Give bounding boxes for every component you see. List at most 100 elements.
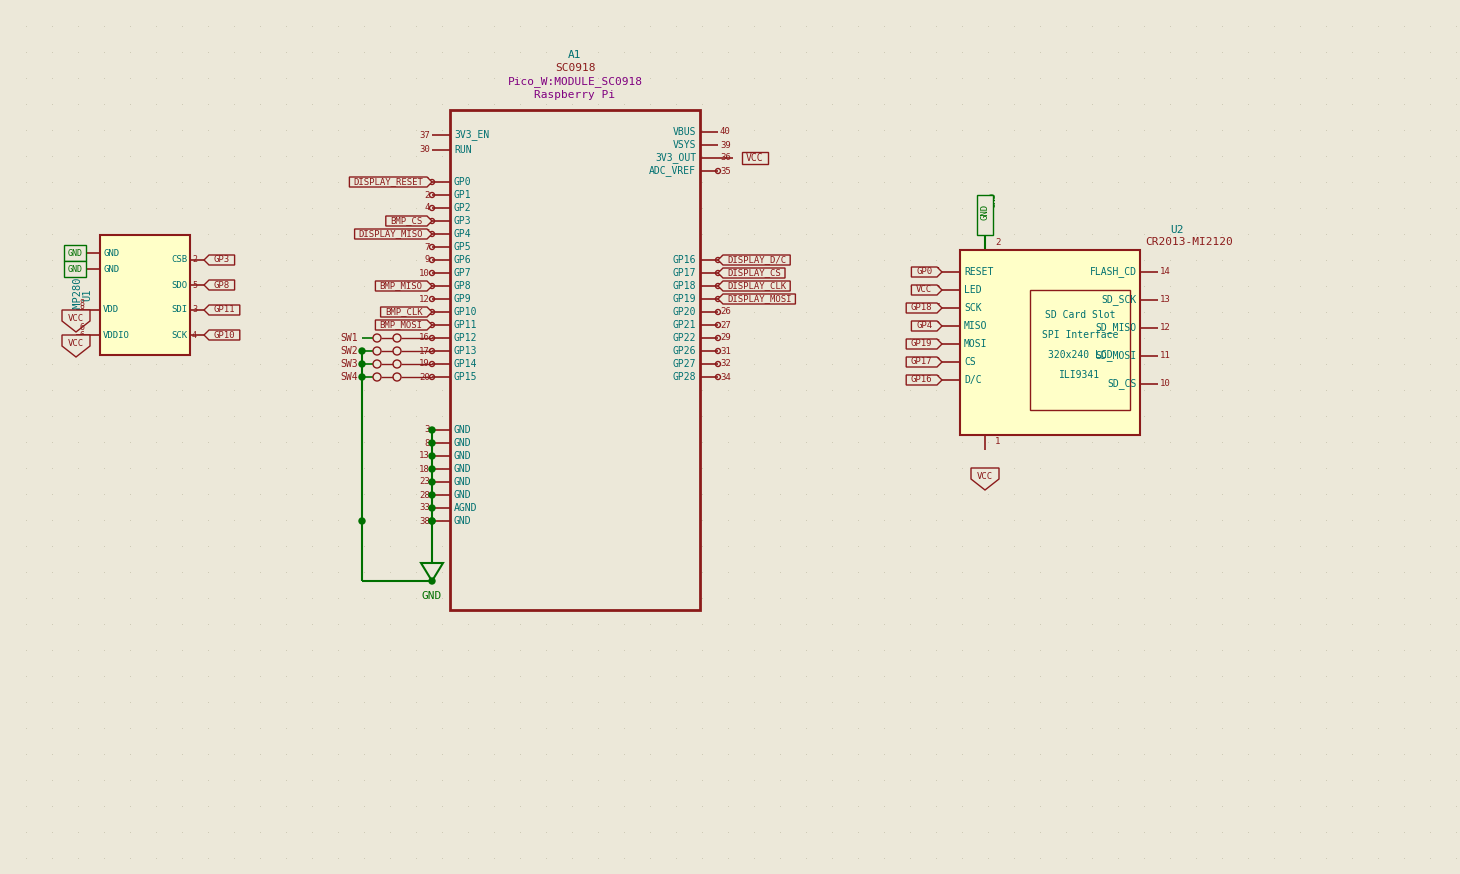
Text: 2: 2 [996,238,1000,247]
Text: GP28: GP28 [673,372,696,382]
Text: SD_CS: SD_CS [1108,378,1137,390]
Text: 21: 21 [720,255,731,265]
Text: GP12: GP12 [454,333,477,343]
Text: 16: 16 [419,334,431,343]
Text: 28: 28 [419,490,431,500]
Text: 34: 34 [720,372,731,381]
Bar [961,250,1140,435]
Text: CSB: CSB [171,255,187,265]
Text: GP11: GP11 [454,320,477,330]
Text: GP5: GP5 [454,242,472,252]
Text: BMP_MISO: BMP_MISO [380,281,423,290]
Text: 4: 4 [934,267,940,276]
Polygon shape [61,310,91,332]
Text: SW4: SW4 [340,372,358,382]
Text: SCK: SCK [964,303,981,313]
Bar [1029,290,1130,410]
Text: 6: 6 [425,230,431,239]
Bar [450,110,699,610]
Text: GP0: GP0 [915,267,933,276]
Text: GP7: GP7 [454,268,472,278]
Text: U1: U1 [82,288,92,302]
Polygon shape [718,268,785,278]
Text: AGND: AGND [454,503,477,513]
Circle shape [429,505,435,511]
Text: 13: 13 [419,452,431,461]
Text: GP9: GP9 [454,294,472,304]
Circle shape [429,453,435,459]
Bar [64,261,86,277]
Text: GND: GND [104,265,120,274]
Text: 11: 11 [419,281,431,290]
Text: 8: 8 [79,299,85,308]
Text: 14: 14 [1161,267,1171,276]
Text: 39: 39 [720,141,731,149]
Text: D/C: D/C [964,375,981,385]
Text: 13: 13 [1161,295,1171,304]
Text: ILI9341: ILI9341 [1060,370,1101,380]
Circle shape [359,348,365,354]
Text: GP27: GP27 [673,359,696,369]
Text: 6: 6 [79,323,85,332]
Text: 24: 24 [720,281,731,290]
Circle shape [429,479,435,485]
Text: 22: 22 [720,268,731,278]
Polygon shape [349,177,432,187]
Text: VCC: VCC [915,286,933,295]
Text: GP11: GP11 [213,306,235,315]
Text: 18: 18 [419,464,431,474]
Text: GND: GND [104,248,120,258]
Text: SD_MISO: SD_MISO [1096,323,1137,334]
Text: GND: GND [454,438,472,448]
Polygon shape [381,307,432,317]
Text: VBUS: VBUS [673,127,696,137]
Polygon shape [204,305,239,315]
Text: GP19: GP19 [911,339,933,349]
Text: SW2: SW2 [340,346,358,356]
Text: 3V3_EN: 3V3_EN [454,129,489,141]
Polygon shape [420,563,442,581]
Text: GP10: GP10 [213,330,235,339]
Circle shape [359,374,365,380]
Text: A1: A1 [568,50,581,60]
Text: 6: 6 [79,330,85,339]
Text: GP19: GP19 [673,294,696,304]
Polygon shape [907,375,942,385]
Bar [742,152,768,164]
Text: GND: GND [454,425,472,435]
Text: SD_MOSI: SD_MOSI [1096,350,1137,362]
Bar [977,195,993,235]
Text: 37: 37 [419,130,431,140]
Text: RUN: RUN [454,145,472,155]
Text: GP8: GP8 [213,281,229,289]
Text: GND: GND [67,265,83,274]
Text: 29: 29 [720,334,731,343]
Text: GP8: GP8 [454,281,472,291]
Text: SCK: SCK [171,330,187,339]
Text: GP3: GP3 [454,216,472,226]
Text: 12: 12 [419,295,431,303]
Text: 35: 35 [720,167,731,176]
Text: 30: 30 [419,145,431,155]
Polygon shape [375,320,432,330]
Text: GP16: GP16 [911,376,933,385]
Text: DISPLAY_MOSI: DISPLAY_MOSI [727,295,791,303]
Text: Pico_W:MODULE_SC0918: Pico_W:MODULE_SC0918 [508,77,642,87]
Text: 31: 31 [720,346,731,356]
Polygon shape [907,339,942,349]
Polygon shape [385,216,432,226]
Text: Raspberry Pi: Raspberry Pi [534,90,616,100]
Text: GND: GND [988,192,997,208]
Text: VDDIO: VDDIO [104,330,130,339]
Text: 5: 5 [425,217,431,225]
Text: GP4: GP4 [915,322,933,330]
Text: 3V3_OUT: 3V3_OUT [656,153,696,163]
Text: 11: 11 [1161,351,1171,360]
Text: GND: GND [67,248,83,258]
Text: SDO: SDO [171,281,187,289]
Text: 15: 15 [419,321,431,329]
Text: BMP280: BMP280 [72,276,82,314]
Text: 9: 9 [425,255,431,265]
Polygon shape [971,468,999,490]
Text: GP6: GP6 [454,255,472,265]
